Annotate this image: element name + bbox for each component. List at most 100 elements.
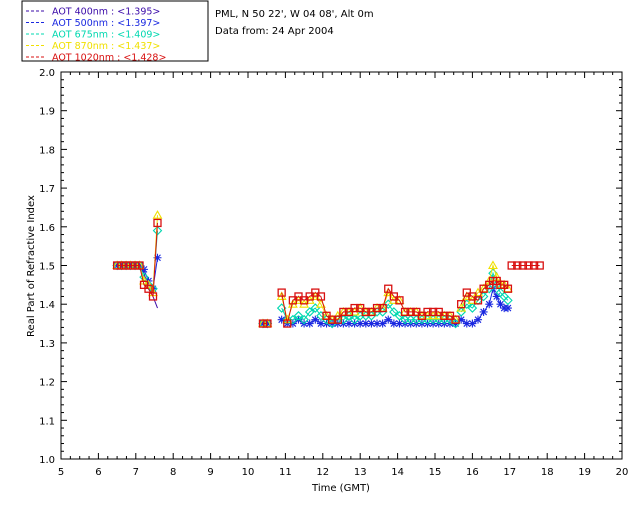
date-info: Data from: 24 Apr 2004 [215,26,334,37]
data-point-star [492,292,501,301]
legend-frame [21,0,209,62]
site-info: PML, N 50 22', W 04 08', Alt 0m [215,9,374,20]
data-point-star [468,319,477,328]
data-point-square [400,307,410,317]
data-point-square [277,288,286,297]
legend-items: AOT 400nm : <1.395>AOT 500nm : <1.397>AO… [26,7,166,64]
y-tick-label: 1.3 [39,339,55,350]
data-point-square [339,307,348,317]
x-tick-label: 11 [279,467,292,478]
data-point-star [344,319,353,328]
data-point-square [513,261,522,270]
data-point-square [395,296,404,305]
y-tick-label: 1.5 [39,262,55,273]
legend-entry: AOT 1020nm : <1.428> [52,53,166,64]
data-point-square [144,284,153,293]
data-point-diamond [288,314,298,325]
x-tick-label: 16 [466,467,479,478]
data-point-square [112,261,122,270]
data-point-square [121,261,131,270]
y-tick-label: 1.9 [39,107,55,118]
series-line [281,287,456,324]
data-point-star [316,319,325,328]
data-point-square [361,307,370,317]
y-axis: 1.0 1.1 1.2 1.3 1.4 1.5 1.6 1.7 1.8 1.9 2.0 [39,68,622,466]
data-point-star [389,319,398,328]
x-tick-label: 13 [354,467,367,478]
data-point-diamond [349,314,360,325]
data-point-star [485,300,494,309]
data-point-square [535,261,544,270]
data-point-diamond [467,303,478,313]
x-tick-label: 15 [429,467,442,478]
data-point-diamond [152,225,163,236]
y-tick-label: 1.0 [39,455,55,466]
y-tick-label: 1.7 [39,184,55,195]
y-tick-label: 1.8 [39,145,55,156]
data-point-square [518,261,528,270]
data-point-star [503,304,512,313]
data-point-square [423,307,432,317]
series-line [117,230,158,290]
data-point-diamond [304,307,315,317]
data-point-square [130,261,140,270]
data-point-square [378,303,387,313]
data-point-square [507,261,516,270]
data-point-star [356,319,365,328]
x-tick-label: 6 [95,467,101,478]
data-point-square [316,292,326,301]
data-point-square [350,303,359,313]
data-point-square [473,296,483,305]
data-point-star [277,315,286,324]
data-point-star [153,253,162,262]
y-tick-label: 1.2 [39,378,55,389]
y-axis-label: Real Part of Refractive Index [26,195,37,337]
x-tick-label: 20 [616,467,629,478]
data-point-triangle [143,279,154,289]
x-tick-label: 14 [391,467,404,478]
data-point-star [373,319,382,328]
data-point-square [153,218,162,228]
data-point-square [440,311,449,320]
data-point-square [327,315,337,324]
x-tick-label: 17 [503,467,516,478]
data-point-square [258,319,268,328]
data-point-diamond [503,295,513,306]
data-point-square [333,315,342,324]
legend-entry: AOT 500nm : <1.397> [52,18,160,29]
y-tick-label: 1.6 [39,223,55,234]
data-point-star [140,265,149,274]
x-tick-label: 12 [316,467,329,478]
y-tick-label: 1.1 [39,416,55,427]
data-point-star [384,315,393,324]
x-axis: 5 6 7 8 9 10 11 12 13 14 15 16 17 18 19 20 [58,72,629,478]
data-point-star [496,300,505,309]
data-point-square [126,261,135,270]
data-point-triangle [488,260,498,270]
data-point-square [384,284,393,293]
data-point-square [283,319,292,328]
legend-entry: AOT 675nm : <1.409> [52,30,160,41]
data-point-star [395,319,404,328]
data-point-square [372,303,382,313]
data-point-square [457,300,466,309]
data-point-square [117,261,126,270]
y-tick-label: 2.0 [39,68,55,79]
x-tick-label: 5 [58,467,64,478]
data-point-diamond [389,307,399,317]
x-tick-label: 10 [242,467,255,478]
data-point-star [367,319,376,328]
data-point-diamond [293,311,304,321]
data-point-square [451,315,460,324]
data-point-square [524,261,533,270]
legend: AOT 400nm : <1.395>AOT 500nm : <1.397>AO… [21,0,209,64]
series-layer [112,210,544,329]
data-point-star [305,319,314,328]
data-point-square [135,261,144,270]
data-point-star [311,315,320,324]
data-point-star [474,315,483,324]
data-point-square [503,284,513,293]
legend-entry: AOT 870nm : <1.437> [52,41,160,52]
data-point-diamond [299,314,309,325]
